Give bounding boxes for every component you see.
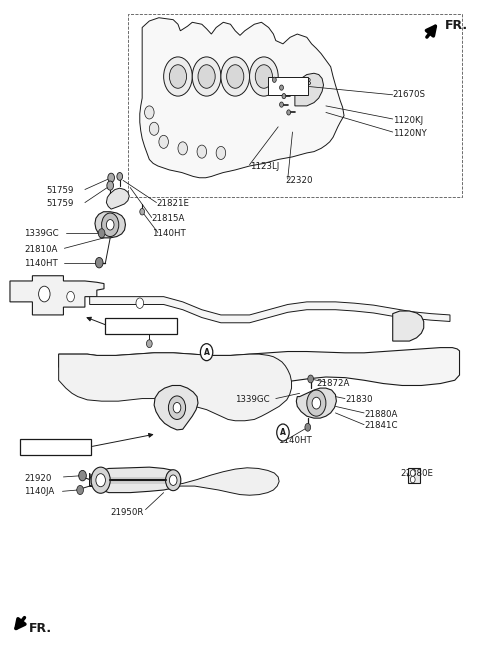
Text: REF.60-824: REF.60-824 — [21, 443, 71, 452]
Circle shape — [144, 106, 154, 119]
Text: FR.: FR. — [29, 622, 52, 635]
Polygon shape — [393, 311, 424, 341]
Text: 21815A: 21815A — [152, 215, 185, 224]
Text: 1140HT: 1140HT — [278, 436, 312, 445]
Polygon shape — [107, 188, 129, 209]
Text: 21920: 21920 — [24, 474, 52, 483]
Polygon shape — [295, 73, 324, 106]
FancyBboxPatch shape — [20, 439, 91, 455]
Circle shape — [96, 257, 103, 268]
Circle shape — [169, 475, 177, 485]
Text: 21670S: 21670S — [393, 91, 426, 99]
Circle shape — [198, 65, 215, 89]
Text: 21810A: 21810A — [24, 245, 58, 254]
Circle shape — [216, 146, 226, 159]
Circle shape — [169, 65, 187, 89]
Circle shape — [146, 340, 152, 348]
Circle shape — [91, 467, 110, 493]
Circle shape — [102, 213, 119, 237]
Circle shape — [136, 298, 144, 308]
Text: 21830: 21830 — [345, 396, 372, 404]
Circle shape — [410, 470, 415, 476]
Text: 21841C: 21841C — [364, 422, 397, 430]
FancyBboxPatch shape — [106, 318, 177, 334]
Polygon shape — [90, 467, 180, 493]
Circle shape — [107, 220, 114, 230]
Circle shape — [305, 423, 311, 431]
Circle shape — [308, 375, 313, 383]
Polygon shape — [59, 348, 459, 386]
Circle shape — [164, 57, 192, 96]
Polygon shape — [140, 18, 344, 178]
Text: 1339GC: 1339GC — [235, 396, 270, 404]
Text: 1120NY: 1120NY — [393, 129, 426, 138]
Circle shape — [250, 57, 278, 96]
Circle shape — [312, 398, 321, 409]
Polygon shape — [59, 353, 291, 420]
Text: A: A — [280, 428, 286, 437]
Text: 21872A: 21872A — [316, 379, 350, 388]
Circle shape — [108, 173, 115, 182]
Text: 1339GC: 1339GC — [24, 229, 59, 237]
Text: A: A — [204, 348, 210, 357]
Text: 22320: 22320 — [285, 176, 313, 185]
Circle shape — [79, 470, 86, 481]
Text: 21880A: 21880A — [364, 410, 397, 419]
Polygon shape — [10, 276, 104, 315]
Text: 1120KJ: 1120KJ — [393, 115, 423, 125]
Circle shape — [307, 390, 326, 416]
Circle shape — [98, 229, 105, 238]
Circle shape — [277, 424, 289, 441]
Polygon shape — [296, 388, 336, 418]
Polygon shape — [408, 468, 420, 483]
Text: 51759: 51759 — [47, 186, 74, 195]
Text: 21611B: 21611B — [278, 78, 312, 87]
Text: 1140JA: 1140JA — [24, 487, 55, 497]
Polygon shape — [154, 386, 198, 430]
Polygon shape — [95, 212, 125, 238]
Text: 21821E: 21821E — [156, 199, 190, 209]
Text: FR.: FR. — [445, 19, 468, 32]
Circle shape — [200, 344, 213, 361]
Circle shape — [117, 173, 122, 180]
Text: 51759: 51759 — [47, 199, 74, 209]
Circle shape — [282, 94, 286, 98]
Circle shape — [168, 396, 186, 419]
Circle shape — [273, 77, 276, 83]
Circle shape — [159, 135, 168, 148]
Text: 21880E: 21880E — [400, 468, 433, 478]
Circle shape — [173, 403, 181, 413]
Circle shape — [197, 145, 206, 158]
Circle shape — [77, 485, 84, 495]
Circle shape — [255, 65, 273, 89]
Text: 1123LJ: 1123LJ — [250, 161, 279, 171]
Text: 1140HT: 1140HT — [24, 260, 58, 268]
Circle shape — [227, 65, 244, 89]
Circle shape — [96, 474, 106, 487]
Circle shape — [287, 110, 290, 115]
Circle shape — [221, 57, 250, 96]
Circle shape — [166, 470, 181, 491]
Circle shape — [192, 57, 221, 96]
Circle shape — [410, 476, 415, 483]
Circle shape — [178, 142, 188, 155]
Circle shape — [38, 286, 50, 302]
Polygon shape — [90, 468, 279, 495]
Circle shape — [280, 102, 283, 107]
Circle shape — [280, 85, 283, 91]
Text: 21950R: 21950R — [110, 508, 144, 517]
FancyBboxPatch shape — [268, 77, 308, 96]
Circle shape — [140, 209, 144, 215]
Circle shape — [67, 291, 74, 302]
Text: REF.60-640: REF.60-640 — [109, 321, 159, 331]
Circle shape — [107, 181, 114, 190]
Circle shape — [149, 122, 159, 135]
Polygon shape — [90, 297, 450, 323]
Text: 1140HT: 1140HT — [152, 229, 185, 237]
